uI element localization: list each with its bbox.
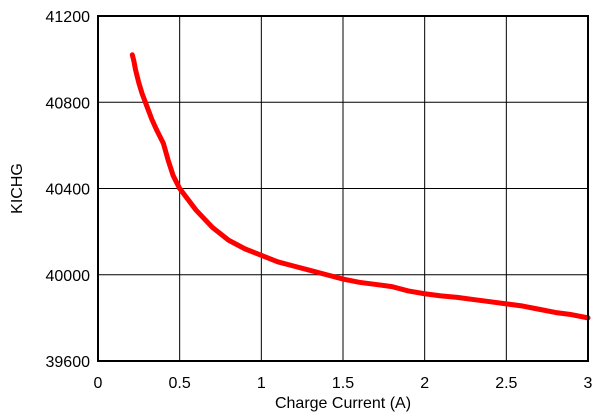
x-tick-label: 0 bbox=[94, 375, 103, 392]
y-tick-label: 40000 bbox=[46, 268, 91, 285]
y-axis-label: KICHG bbox=[9, 163, 26, 214]
x-tick-label: 2 bbox=[420, 375, 429, 392]
y-tick-label: 41200 bbox=[46, 9, 91, 26]
x-tick-label: 0.5 bbox=[169, 375, 191, 392]
y-axis-ticks: 39600 40000 40400 40800 41200 bbox=[46, 9, 91, 371]
y-tick-label: 40400 bbox=[46, 182, 91, 199]
series-layer bbox=[129, 52, 591, 321]
y-tick-label: 40800 bbox=[46, 95, 91, 112]
x-tick-label: 3 bbox=[584, 375, 593, 392]
plot-frame bbox=[97, 15, 589, 362]
x-axis-ticks: 0 0.5 1 1.5 2 2.5 3 bbox=[94, 375, 593, 392]
x-axis-label: Charge Current (A) bbox=[275, 395, 411, 412]
x-tick-label: 1 bbox=[257, 375, 266, 392]
y-tick-label: 39600 bbox=[46, 354, 91, 371]
series-line-0 bbox=[129, 52, 591, 321]
x-tick-label: 2.5 bbox=[495, 375, 517, 392]
x-tick-label: 1.5 bbox=[332, 375, 354, 392]
grid-lines bbox=[97, 15, 589, 362]
